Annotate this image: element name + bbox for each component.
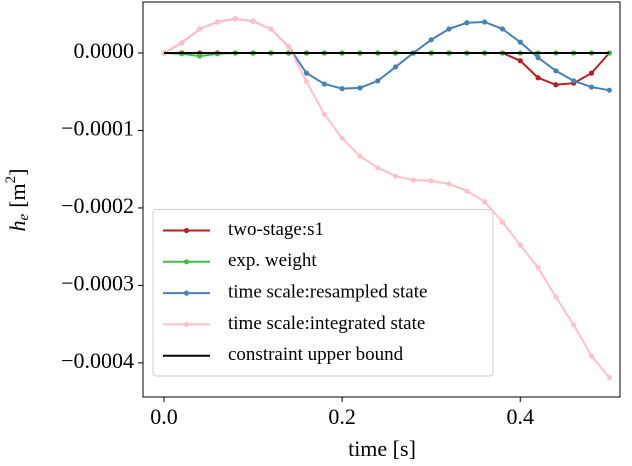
point — [571, 78, 577, 84]
point — [553, 68, 559, 74]
legend-label: exp. weight — [228, 250, 317, 271]
point — [606, 87, 612, 93]
point — [499, 219, 506, 225]
y-axis-label: he [m2] — [3, 169, 32, 232]
x-tick-label: 0.4 — [507, 404, 535, 429]
point — [535, 265, 541, 271]
point — [428, 37, 434, 43]
point — [535, 55, 541, 61]
point — [482, 199, 488, 205]
point — [303, 79, 310, 85]
point — [517, 242, 523, 248]
point — [214, 19, 221, 25]
y-label-part: ] — [5, 169, 30, 176]
point — [517, 39, 523, 45]
point — [588, 353, 595, 359]
point — [410, 177, 416, 183]
point — [339, 135, 345, 141]
legend-marker — [183, 259, 190, 265]
y-tick-label: −0.0001 — [61, 116, 134, 141]
point — [392, 173, 399, 179]
y-tick-label: −0.0002 — [61, 193, 134, 218]
y-label-part: h — [5, 220, 30, 231]
point — [553, 294, 559, 300]
point — [571, 322, 577, 328]
x-tick-label: 0.0 — [150, 404, 178, 429]
y-tick-label: −0.0003 — [61, 270, 134, 295]
legend-label: two-stage:s1 — [228, 219, 324, 240]
point — [535, 75, 541, 81]
legend-marker — [183, 290, 190, 296]
point — [250, 18, 256, 24]
legend-marker — [183, 227, 190, 234]
point — [553, 82, 559, 88]
point — [482, 19, 488, 25]
point — [161, 50, 167, 56]
legend-label: time scale:resampled state — [228, 281, 427, 302]
plot-frame — [142, 1, 621, 398]
x-axis-label: time [s] — [348, 436, 416, 461]
point — [606, 50, 612, 56]
point — [588, 70, 595, 76]
point — [392, 64, 399, 70]
point — [588, 84, 595, 90]
point — [446, 181, 452, 187]
legend-label: constraint upper bound — [228, 344, 404, 365]
legend-label: time scale:integrated state — [228, 313, 425, 334]
y-tick-label: 0.0000 — [74, 38, 135, 63]
point — [197, 53, 203, 59]
series-line — [163, 17, 611, 379]
point — [321, 81, 327, 87]
point — [375, 165, 381, 171]
y-tick-label: −0.0004 — [61, 348, 134, 373]
series-line — [164, 51, 611, 86]
point — [232, 16, 238, 22]
point — [499, 26, 506, 32]
point — [268, 26, 274, 32]
y-label-part: 2 — [3, 176, 19, 184]
y-label-part: e — [16, 213, 32, 220]
point — [339, 86, 345, 92]
point — [464, 188, 470, 194]
x-tick-label: 0.2 — [328, 404, 356, 429]
point — [286, 44, 292, 50]
legend-box — [152, 209, 494, 377]
legend-marker — [183, 321, 190, 327]
y-label-part: [m — [5, 183, 30, 207]
point — [197, 26, 203, 32]
point — [303, 70, 310, 76]
point — [517, 58, 523, 64]
point — [321, 111, 327, 117]
point — [375, 78, 381, 84]
point — [446, 26, 452, 32]
point — [464, 20, 470, 26]
point — [606, 375, 612, 381]
point — [357, 153, 363, 159]
point — [357, 85, 363, 91]
point — [428, 178, 434, 184]
point — [179, 40, 185, 46]
